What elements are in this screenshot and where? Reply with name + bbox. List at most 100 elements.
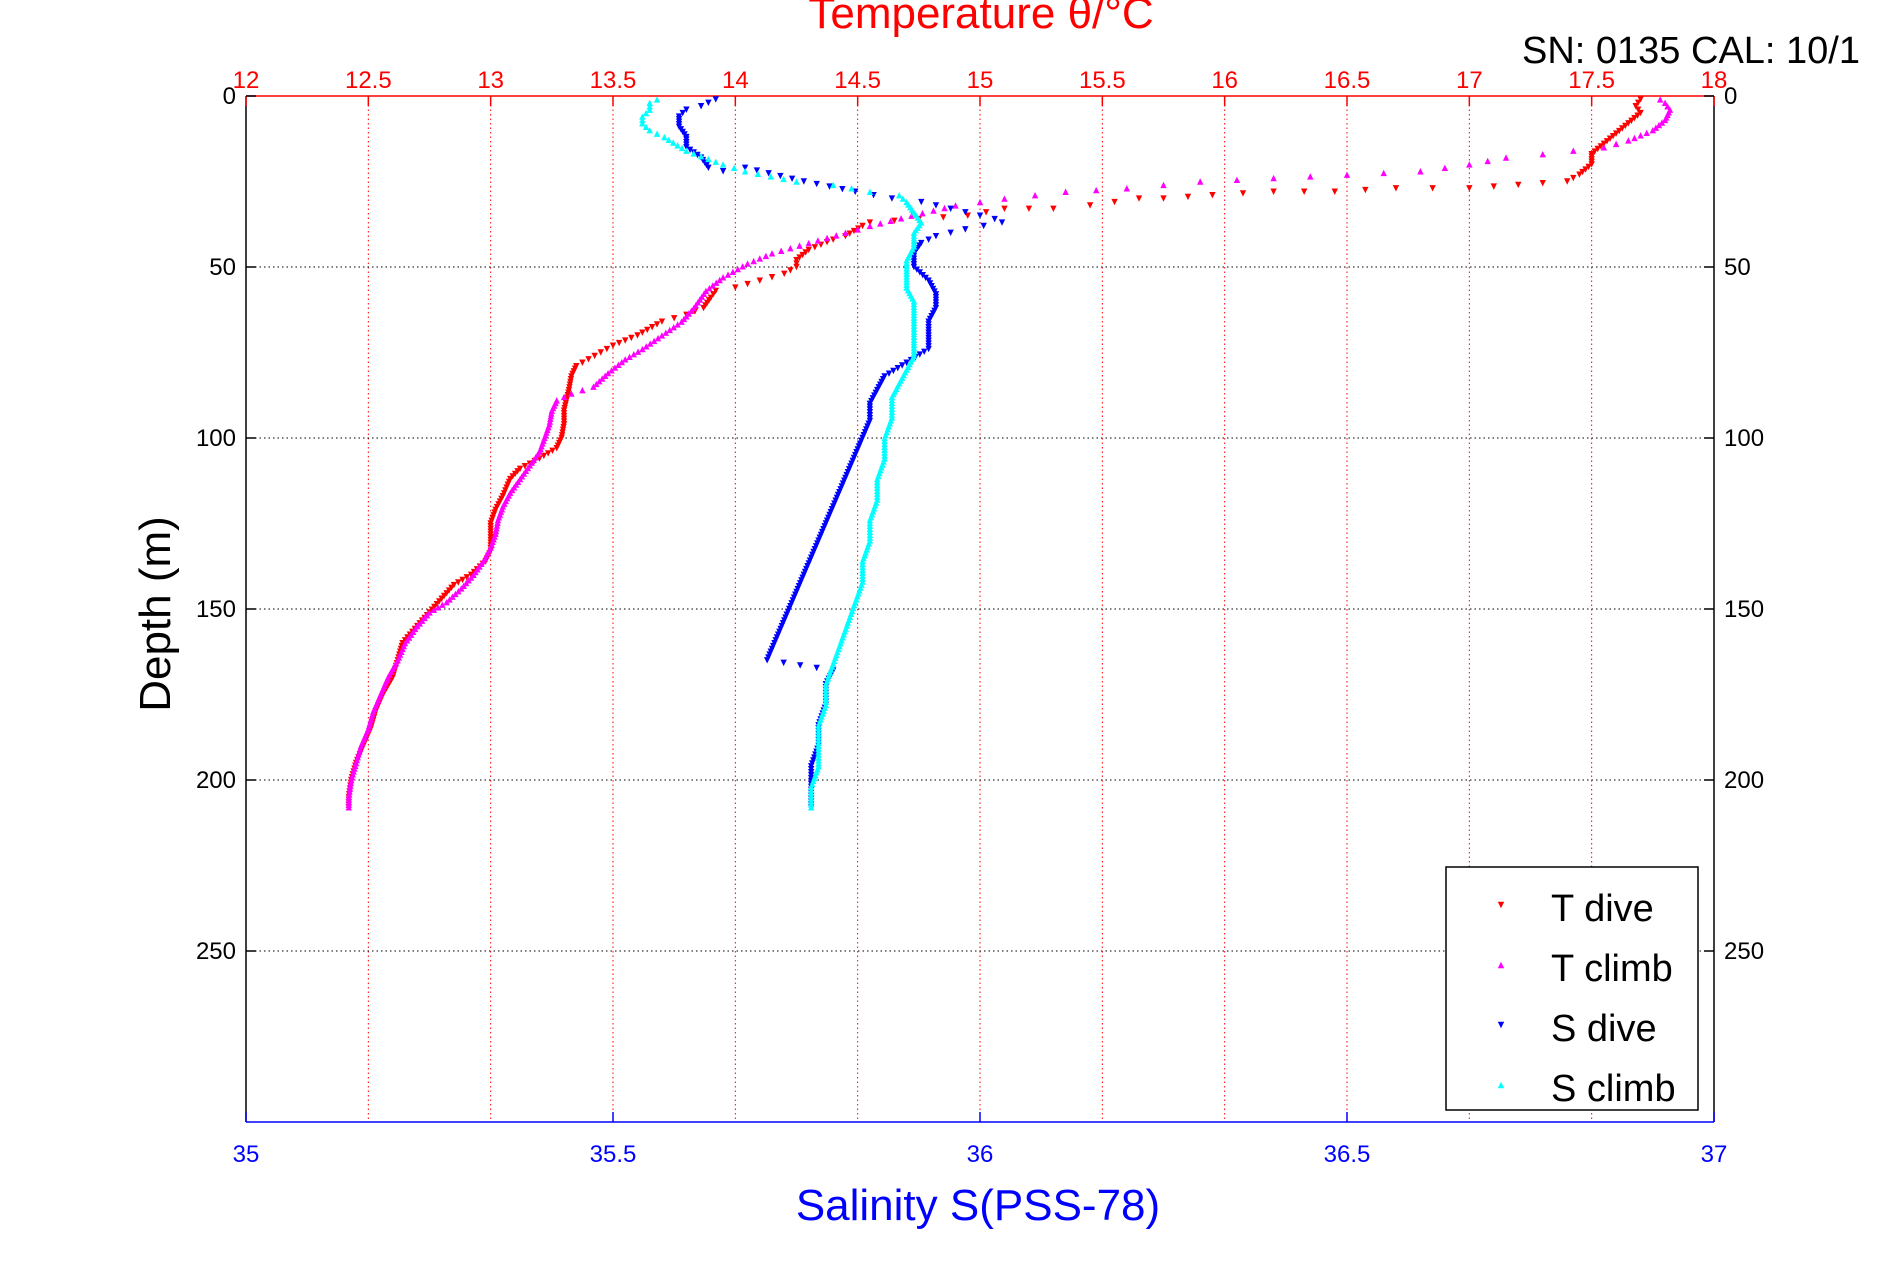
data-point	[729, 268, 737, 275]
data-point	[1209, 191, 1216, 199]
data-point	[553, 397, 560, 404]
data-point	[767, 173, 775, 180]
data-point	[426, 609, 433, 616]
data-point	[639, 120, 646, 127]
data-point	[941, 204, 948, 212]
data-point	[756, 277, 763, 284]
top-tick-label: 15.5	[1079, 67, 1126, 94]
data-point	[1239, 190, 1247, 197]
data-point	[1637, 132, 1644, 139]
data-point	[1609, 132, 1617, 140]
data-point	[1466, 185, 1473, 192]
data-point	[885, 370, 893, 377]
data-point	[1643, 129, 1650, 136]
data-point	[1111, 198, 1118, 206]
data-point	[1666, 106, 1674, 113]
data-point	[1331, 188, 1338, 195]
data-point	[1652, 124, 1660, 131]
data-point	[866, 188, 874, 195]
data-point	[980, 222, 987, 230]
data-point	[643, 343, 650, 350]
data-point	[705, 164, 712, 172]
data-point	[1502, 154, 1510, 161]
data-point	[669, 139, 677, 146]
data-point	[846, 230, 853, 237]
data-point	[916, 351, 924, 358]
top-tick-label: 15	[967, 67, 994, 94]
left-tick-label: 150	[196, 596, 236, 623]
tick-labels: 12 12.5 13 13.5 14 14.5 15 15.5 16 16.5 17 17.5 18 35…	[196, 67, 1764, 1168]
data-point	[646, 106, 653, 113]
data-point	[887, 217, 894, 225]
data-point	[1466, 161, 1473, 168]
data-point	[898, 362, 906, 369]
data-point	[662, 329, 670, 336]
data-point	[716, 276, 723, 284]
data-point	[653, 321, 661, 328]
data-point	[918, 198, 925, 206]
data-point	[609, 342, 617, 349]
data-point	[921, 348, 928, 356]
data-point	[877, 220, 884, 227]
data-point	[694, 151, 701, 159]
legend-label: T climb	[1551, 948, 1673, 990]
data-point	[842, 229, 849, 236]
data-point	[719, 274, 727, 281]
data-point	[765, 170, 772, 177]
y-axis-label: Depth (m)	[131, 516, 180, 712]
data-point	[639, 345, 646, 353]
data-point	[925, 345, 932, 353]
data-point	[859, 222, 866, 230]
data-point	[1484, 157, 1491, 165]
data-point	[591, 352, 598, 360]
bottom-tick-label: 35.5	[590, 1141, 637, 1168]
data-point	[628, 334, 635, 342]
data-point	[1631, 134, 1638, 142]
data-point	[932, 233, 940, 240]
data-point	[705, 99, 712, 107]
data-point	[459, 576, 466, 584]
data-point	[1490, 183, 1497, 190]
data-point	[947, 205, 954, 213]
data-point	[732, 284, 739, 291]
data-point	[1093, 186, 1100, 194]
data-point	[560, 393, 568, 401]
data-point	[1086, 202, 1094, 209]
data-point	[850, 227, 858, 235]
data-point	[653, 130, 661, 137]
data-point	[1603, 138, 1611, 145]
right-tick-label: 0	[1724, 83, 1737, 110]
legend-label: S climb	[1551, 1068, 1676, 1110]
data-point	[1362, 186, 1369, 194]
data-point	[976, 198, 984, 206]
data-point	[778, 247, 785, 254]
data-point	[813, 664, 820, 672]
data-point	[1160, 181, 1167, 189]
data-point	[734, 265, 741, 273]
data-point	[1628, 117, 1635, 124]
data-point	[697, 152, 705, 160]
data-point	[1634, 99, 1642, 107]
data-point	[1625, 120, 1632, 127]
data-point	[796, 662, 804, 669]
data-point	[1625, 137, 1632, 144]
top-tick-label: 14	[722, 67, 749, 94]
data-point	[793, 256, 800, 264]
data-point	[639, 116, 646, 124]
data-point	[1634, 106, 1642, 113]
data-point	[712, 96, 719, 103]
data-point	[705, 155, 712, 163]
data-point	[826, 183, 833, 190]
data-point	[666, 326, 673, 334]
left-tick-label: 200	[196, 767, 236, 794]
data-point	[890, 367, 897, 375]
data-point	[1570, 147, 1577, 154]
top-tick-label: 13.5	[590, 67, 637, 94]
data-point	[1570, 174, 1577, 182]
data-point	[1591, 148, 1598, 155]
legend: T dive T climb S dive S climb	[1445, 866, 1699, 1111]
data-point	[670, 323, 677, 331]
data-point	[788, 175, 796, 182]
right-tick-label: 200	[1724, 767, 1764, 794]
data-point	[730, 164, 738, 172]
